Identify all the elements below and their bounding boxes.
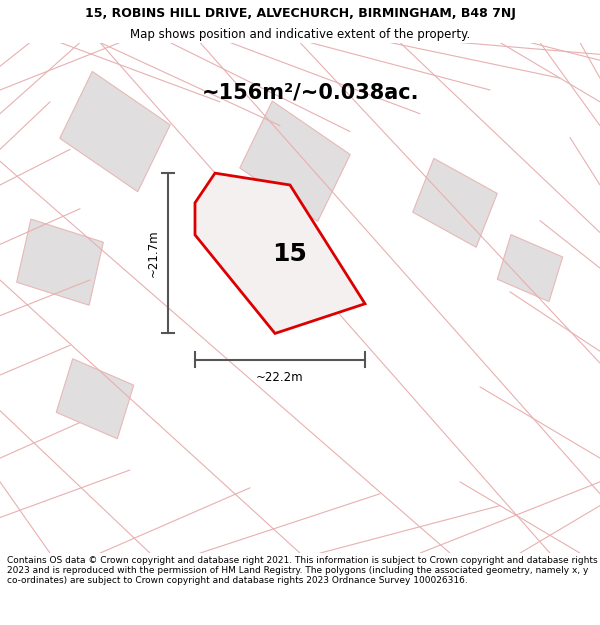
Polygon shape <box>413 158 497 248</box>
Text: Map shows position and indicative extent of the property.: Map shows position and indicative extent… <box>130 28 470 41</box>
Text: ~22.2m: ~22.2m <box>256 371 304 384</box>
Text: ~156m²/~0.038ac.: ~156m²/~0.038ac. <box>201 82 419 102</box>
Polygon shape <box>17 219 103 305</box>
Text: ~21.7m: ~21.7m <box>147 229 160 277</box>
Polygon shape <box>240 101 350 221</box>
Polygon shape <box>497 234 563 302</box>
Text: 15: 15 <box>272 242 307 266</box>
Text: Contains OS data © Crown copyright and database right 2021. This information is : Contains OS data © Crown copyright and d… <box>7 556 598 586</box>
Text: 15, ROBINS HILL DRIVE, ALVECHURCH, BIRMINGHAM, B48 7NJ: 15, ROBINS HILL DRIVE, ALVECHURCH, BIRMI… <box>85 8 515 21</box>
Polygon shape <box>60 71 170 192</box>
Polygon shape <box>56 359 134 439</box>
Polygon shape <box>195 173 365 334</box>
